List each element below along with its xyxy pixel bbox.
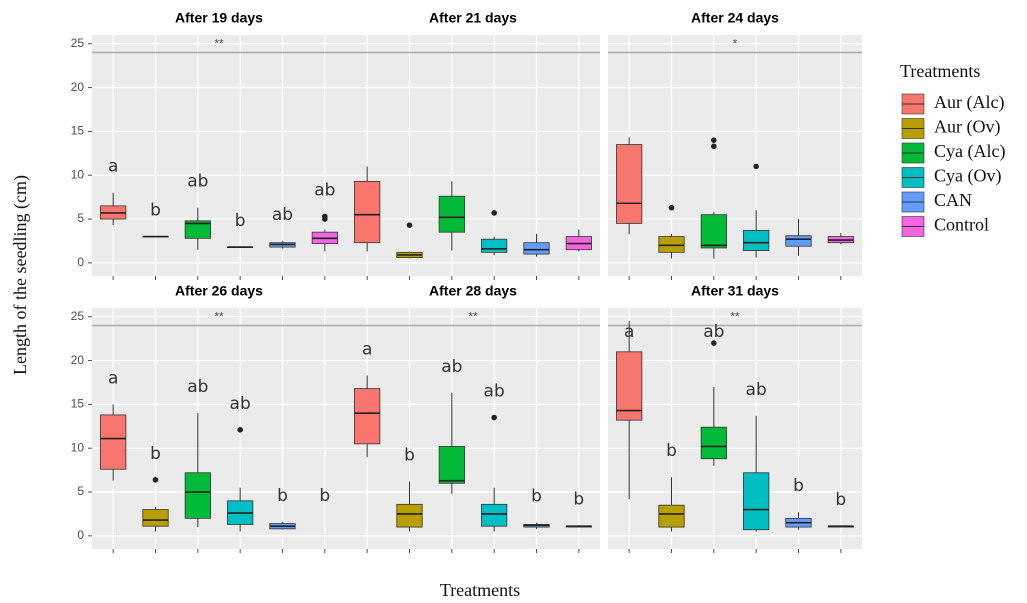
y-tick-label: 0: [77, 528, 84, 542]
group-letter: ab: [187, 172, 208, 192]
box: [481, 238, 508, 253]
box: [743, 472, 770, 531]
outlier: [711, 340, 717, 346]
group-letter: a: [108, 368, 118, 388]
group-letter: ab: [272, 205, 293, 225]
group-letter: b: [835, 490, 846, 510]
panel-title: After 19 days: [175, 10, 263, 26]
outlier: [753, 163, 759, 170]
box: [438, 446, 465, 484]
group-letter: ab: [746, 380, 767, 400]
legend-label: Cya (Ov): [934, 166, 1001, 187]
y-tick-label: 10: [71, 440, 85, 454]
outlier: [406, 222, 413, 228]
group-letter: b: [793, 476, 804, 496]
legend-label: Aur (Alc): [934, 92, 1004, 113]
outlier: [711, 143, 717, 150]
legend-label: Aur (Ov): [934, 117, 1000, 138]
box: [481, 503, 508, 527]
legend-label: Control: [934, 215, 989, 235]
panel-background: [346, 308, 600, 549]
significance: **: [214, 310, 224, 324]
group-letter: b: [404, 446, 415, 466]
y-tick-label: 25: [71, 309, 85, 323]
outlier: [152, 476, 159, 483]
group-letter: ab: [230, 394, 251, 414]
y-tick-label: 5: [77, 211, 84, 225]
panel-title: After 21 days: [429, 10, 517, 26]
outlier: [711, 137, 717, 143]
group-letter: ab: [314, 180, 335, 200]
group-letter: ab: [187, 377, 208, 397]
group-letter: a: [624, 322, 634, 342]
box: [785, 235, 812, 247]
group-letter: b: [150, 444, 161, 464]
significance: **: [214, 37, 224, 51]
legend-label: Cya (Alc): [934, 141, 1005, 162]
panel-background: [608, 35, 862, 276]
x-axis-label: Treatments: [440, 580, 520, 600]
panel-background: [92, 35, 346, 276]
y-tick-label: 5: [77, 484, 84, 498]
group-letter: ab: [441, 357, 462, 377]
outlier: [237, 427, 243, 433]
panel-background: [92, 308, 346, 549]
box: [184, 472, 211, 519]
box: [658, 236, 685, 253]
group-letter: a: [108, 157, 118, 177]
panel-background: [608, 308, 862, 549]
box: [658, 504, 685, 528]
outlier: [491, 210, 497, 216]
significance: *: [733, 37, 738, 51]
box: [523, 242, 550, 255]
outlier: [322, 213, 328, 220]
y-tick-label: 15: [71, 397, 85, 411]
group-letter: b: [666, 441, 677, 461]
y-tick-label: 10: [71, 167, 85, 181]
outlier: [668, 204, 675, 211]
y-tick-label: 20: [71, 80, 85, 94]
y-tick-label: 20: [71, 353, 85, 367]
y-tick-label: 25: [71, 36, 85, 50]
group-letter: ab: [484, 382, 505, 402]
group-letter: a: [362, 339, 372, 359]
box: [616, 144, 643, 224]
group-letter: b: [235, 211, 246, 231]
panel-title: After 24 days: [691, 10, 779, 26]
group-letter: b: [531, 487, 542, 507]
box: [354, 388, 381, 445]
significance: **: [730, 310, 740, 324]
box: [184, 220, 211, 239]
group-letter: b: [277, 486, 288, 506]
outlier: [491, 414, 497, 421]
box: [142, 509, 169, 527]
group-letter: ab: [703, 322, 724, 342]
box: [354, 180, 381, 244]
box: [743, 230, 770, 251]
significance: **: [468, 310, 478, 324]
box: [700, 426, 727, 460]
group-letter: b: [150, 201, 161, 221]
box: [616, 351, 643, 421]
panel-title: After 26 days: [175, 283, 263, 299]
box: [100, 414, 127, 470]
panel-background: [346, 35, 600, 276]
panel-title: After 31 days: [691, 283, 779, 299]
box: [396, 503, 423, 528]
box: [438, 195, 465, 233]
legend-title: Treatments: [900, 61, 980, 81]
box: [700, 214, 727, 249]
legend-label: CAN: [934, 190, 972, 210]
y-tick-label: 15: [71, 124, 85, 138]
group-letter: b: [319, 486, 330, 506]
y-axis-label: Length of the seedling (cm): [10, 175, 31, 375]
group-letter: b: [573, 489, 584, 509]
panel-title: After 28 days: [429, 283, 517, 299]
y-tick-label: 0: [77, 255, 84, 269]
